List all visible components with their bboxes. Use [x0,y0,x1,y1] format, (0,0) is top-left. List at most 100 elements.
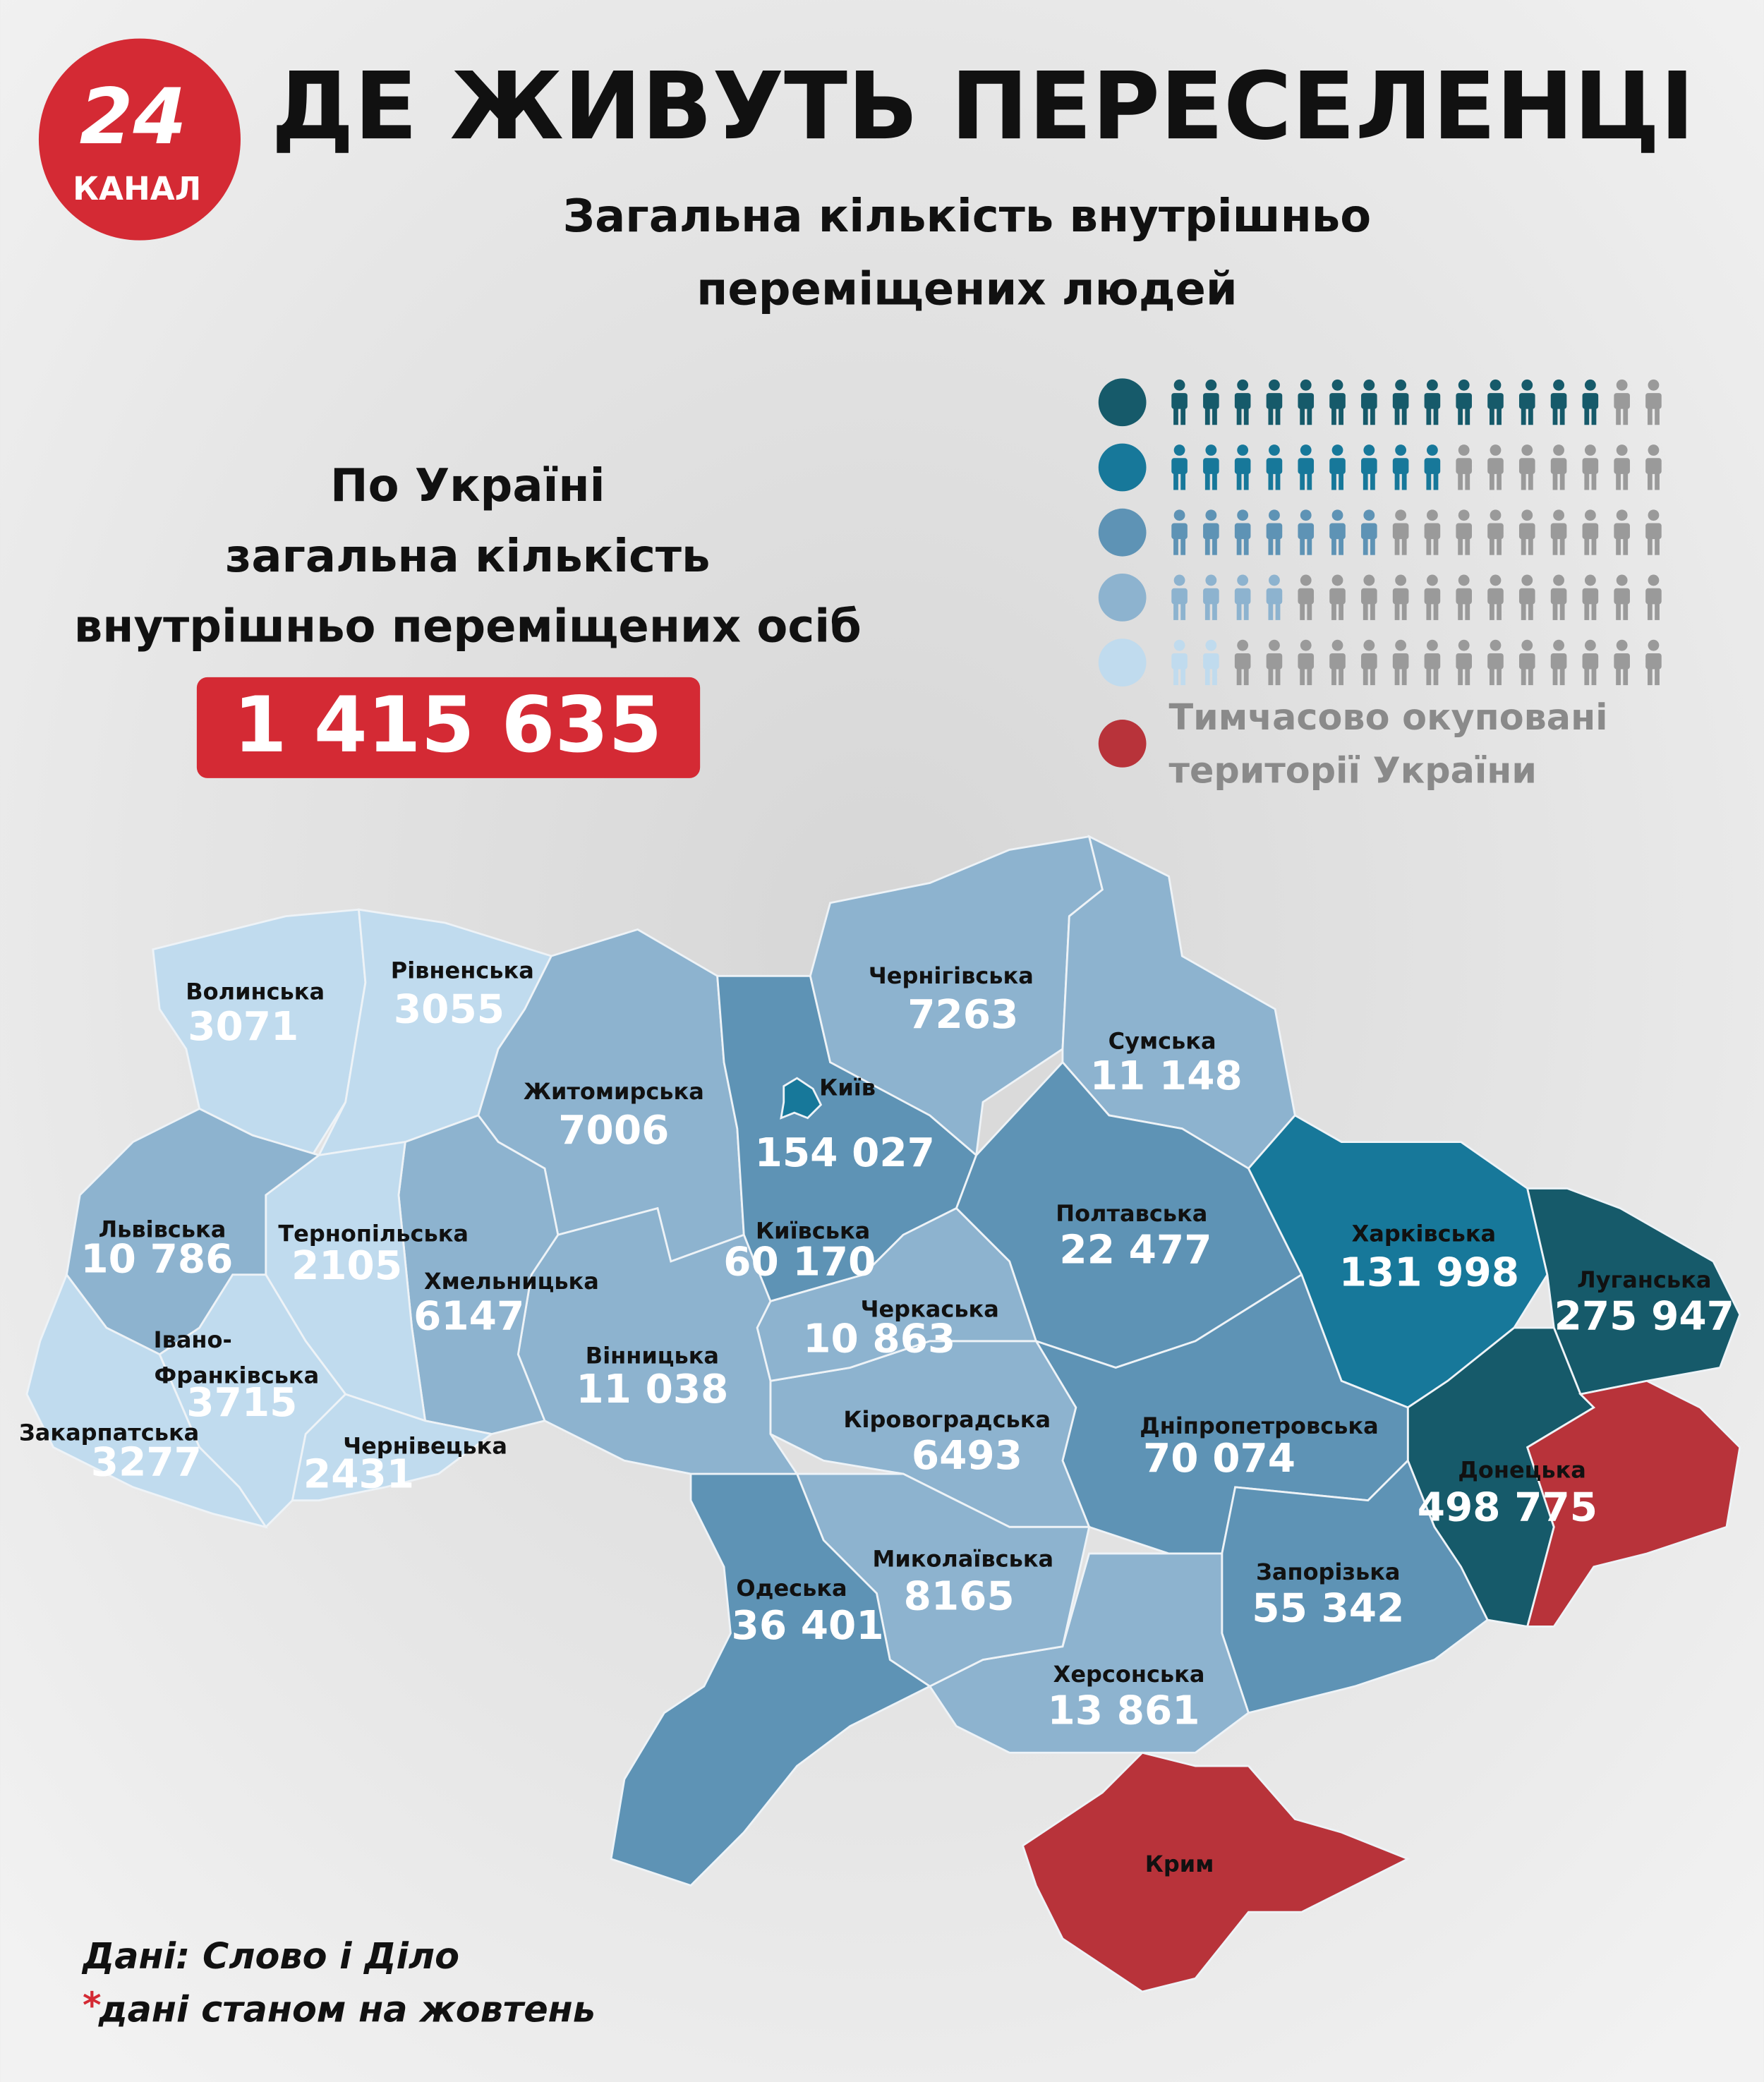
person-head [1237,639,1249,651]
person-head [1300,379,1312,391]
person-head [1269,574,1280,586]
person-leg [1497,603,1502,620]
person-head [1427,639,1438,651]
person-leg [1647,407,1653,425]
person-leg [1433,603,1439,620]
person-leg [1647,667,1653,686]
person-icon [1456,444,1472,490]
person-body [1550,393,1567,409]
person-leg [1433,472,1439,490]
person-leg [1212,667,1217,686]
region-value: 36 401 [732,1603,884,1649]
total-box [196,677,701,778]
person-body [1266,458,1283,474]
person-body [1298,393,1315,409]
person-leg [1212,603,1217,620]
person-leg [1173,667,1178,686]
person-head [1300,444,1312,456]
person-head [1553,444,1564,456]
person-leg [1300,407,1305,425]
person-leg [1331,538,1336,555]
person-body [1329,588,1346,605]
person-leg [1584,472,1590,490]
person-leg [1236,407,1242,425]
person-icon [1550,509,1567,555]
person-head [1205,574,1217,586]
person-leg [1559,538,1565,555]
person-head [1584,444,1596,456]
person-leg [1458,667,1463,686]
person-icon [1266,639,1283,686]
person-leg [1331,667,1336,686]
person-leg [1236,667,1242,686]
person-body [1361,523,1377,540]
person-head [1205,379,1217,391]
person-leg [1616,667,1621,686]
person-body [1329,393,1346,409]
person-leg [1180,407,1186,425]
person-leg [1394,407,1400,425]
person-head [1490,639,1502,651]
person-body [1298,653,1315,670]
person-leg [1552,538,1558,555]
footnote: дані станом на жовтень [98,1988,596,2030]
person-icon [1329,509,1346,555]
person-icon [1518,574,1535,620]
person-body [1266,523,1283,540]
person-body [1171,523,1188,540]
person-body [1266,653,1283,670]
person-leg [1490,538,1494,555]
person-icon [1550,444,1567,490]
person-head [1237,444,1249,456]
person-body [1456,393,1472,409]
region-name: Київська [756,1218,870,1245]
person-icon [1392,639,1409,686]
source: Дані: Слово і Діло [81,1935,459,1977]
person-body [1203,588,1219,605]
person-head [1331,509,1343,521]
person-body [1550,523,1567,540]
legend-occupied-dot [1098,720,1147,768]
region-name: Чернівецька [343,1432,507,1459]
person-body [1456,653,1472,670]
person-body [1614,458,1630,474]
region-value: 11 148 [1090,1053,1243,1099]
person-icon [1203,639,1219,686]
person-icon [1550,639,1567,686]
person-leg [1497,667,1502,686]
region-value: 154 027 [755,1130,935,1176]
region-name: Херсонська [1053,1661,1205,1688]
person-head [1237,379,1249,391]
person-body [1329,458,1346,474]
person-leg [1559,603,1565,620]
person-head [1521,639,1533,651]
person-body [1582,653,1599,670]
person-head [1363,379,1375,391]
person-body [1424,588,1441,605]
person-leg [1552,407,1558,425]
person-leg [1528,538,1533,555]
region [610,1472,932,1887]
region-name: Вінницька [586,1342,719,1369]
person-leg [1623,667,1629,686]
person-head [1458,444,1470,456]
person-leg [1339,667,1344,686]
person-body [1582,458,1599,474]
person-body [1645,523,1662,540]
person-head [1490,574,1502,586]
region [25,1272,268,1529]
region-name: Хмельницька [424,1268,599,1295]
region [1021,1751,1410,1993]
person-icon [1361,509,1377,555]
person-body [1645,393,1662,409]
person-body [1171,588,1188,605]
region-value: 7006 [558,1108,669,1154]
person-head [1395,639,1407,651]
region-value: 3277 [91,1439,202,1485]
person-body [1424,653,1441,670]
person-body [1487,588,1504,605]
region-value: 3055 [394,987,505,1033]
person-head [1269,379,1280,391]
person-icon [1487,639,1504,686]
